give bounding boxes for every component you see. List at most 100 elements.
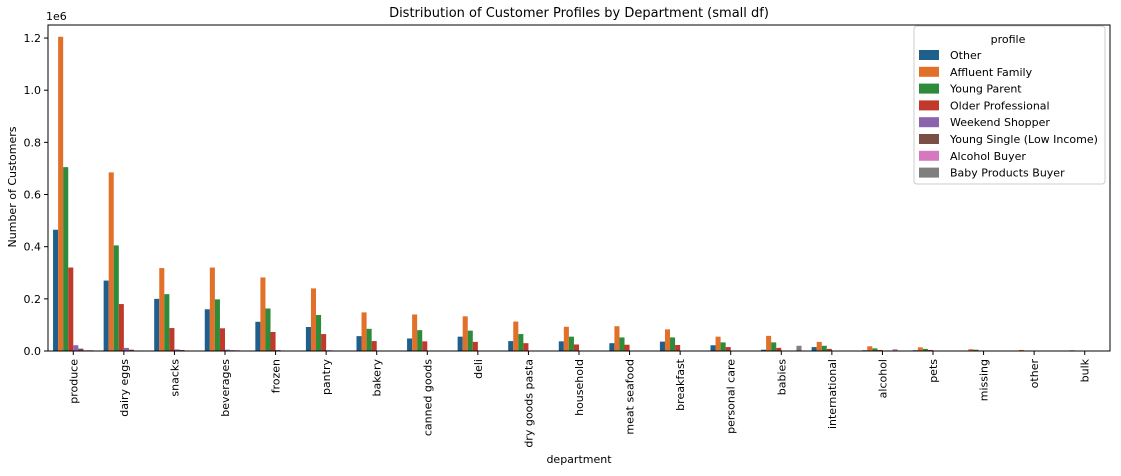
legend-swatch xyxy=(919,117,939,127)
bar xyxy=(210,268,215,351)
bar xyxy=(362,312,367,351)
bar xyxy=(417,330,422,351)
x-tick-label: pets xyxy=(927,359,940,383)
bar xyxy=(463,316,468,351)
legend-entry: Baby Products Buyer xyxy=(950,167,1065,180)
bar xyxy=(817,342,822,351)
x-tick-label: dry goods pasta xyxy=(522,359,535,448)
bar xyxy=(169,328,174,351)
bar xyxy=(255,322,260,351)
bar xyxy=(660,342,665,351)
bar xyxy=(367,329,372,351)
x-tick-label: missing xyxy=(978,359,991,401)
y-axis-label: Number of Customers xyxy=(6,126,19,247)
legend-swatch xyxy=(919,50,939,60)
y-tick-label: 1.2 xyxy=(24,32,42,45)
bar xyxy=(716,337,721,351)
x-tick-label: canned goods xyxy=(421,359,434,436)
legend-swatch xyxy=(919,84,939,94)
bar xyxy=(518,334,523,351)
x-tick-label: pantry xyxy=(320,359,333,396)
legend-swatch xyxy=(919,168,939,178)
bar xyxy=(508,341,513,351)
bar xyxy=(159,268,164,351)
x-tick-label: household xyxy=(573,359,586,416)
bar xyxy=(523,343,528,351)
bar xyxy=(407,338,412,351)
y-tick-label: 0.8 xyxy=(24,136,42,149)
bar xyxy=(260,277,265,351)
legend-entry: Weekend Shopper xyxy=(950,116,1050,129)
bar xyxy=(164,294,169,351)
legend-entry: Young Parent xyxy=(949,83,1022,96)
bar xyxy=(154,299,159,351)
legend-swatch xyxy=(919,134,939,144)
bar xyxy=(812,347,817,351)
x-tick-label: bulk xyxy=(1079,358,1092,382)
bar xyxy=(564,327,569,351)
legend-entry: Other xyxy=(950,49,982,62)
legend-title: profile xyxy=(991,33,1026,46)
bar xyxy=(822,346,827,351)
bar xyxy=(473,342,478,351)
y-tick-label: 0.6 xyxy=(24,189,42,202)
y-tick-label: 0.0 xyxy=(24,345,42,358)
y-tick-label: 1.0 xyxy=(24,84,42,97)
legend-entry: Older Professional xyxy=(950,99,1050,112)
bar xyxy=(796,346,801,351)
x-tick-label: personal care xyxy=(725,359,738,434)
bar xyxy=(559,341,564,351)
x-tick-label: beverages xyxy=(219,359,232,417)
x-tick-label: meat seafood xyxy=(624,359,637,435)
x-tick-label: snacks xyxy=(168,359,181,397)
bar xyxy=(119,304,124,351)
chart-title: Distribution of Customer Profiles by Dep… xyxy=(389,6,769,21)
bar xyxy=(619,337,624,351)
x-tick-label: other xyxy=(1028,359,1041,389)
bar xyxy=(569,337,574,351)
y-tick-label: 0.2 xyxy=(24,293,42,306)
bar xyxy=(306,327,311,351)
bar xyxy=(609,343,614,351)
bar xyxy=(205,309,210,351)
bar xyxy=(265,308,270,351)
bar xyxy=(58,37,63,351)
bar xyxy=(271,332,276,351)
bar xyxy=(73,345,78,351)
x-tick-label: bakery xyxy=(371,359,384,397)
bar xyxy=(311,288,316,351)
bar xyxy=(513,322,518,351)
x-tick-label: breakfast xyxy=(674,358,687,410)
bar xyxy=(53,230,58,351)
bar xyxy=(412,314,417,351)
x-tick-label: babies xyxy=(775,359,788,396)
y-tick-label: 0.4 xyxy=(24,241,42,254)
bar xyxy=(422,341,427,351)
bar xyxy=(114,245,119,351)
x-tick-label: deli xyxy=(472,359,485,379)
bar xyxy=(356,336,361,351)
bar xyxy=(665,329,670,351)
bar xyxy=(766,336,771,351)
x-axis-label: department xyxy=(546,453,612,466)
bar xyxy=(721,342,726,351)
bar xyxy=(867,346,872,351)
legend-swatch xyxy=(919,151,939,161)
y-offset-label: 1e6 xyxy=(46,10,67,23)
x-tick-label: international xyxy=(826,359,839,429)
bar xyxy=(918,347,923,351)
x-tick-label: dairy eggs xyxy=(118,359,131,417)
bar xyxy=(468,331,473,351)
bar xyxy=(220,328,225,351)
bar xyxy=(771,342,776,351)
bar xyxy=(68,268,73,351)
bar xyxy=(574,344,579,351)
bar xyxy=(670,337,675,351)
bar xyxy=(372,341,377,351)
bar xyxy=(675,345,680,351)
bar xyxy=(104,281,109,351)
bar xyxy=(321,334,326,351)
